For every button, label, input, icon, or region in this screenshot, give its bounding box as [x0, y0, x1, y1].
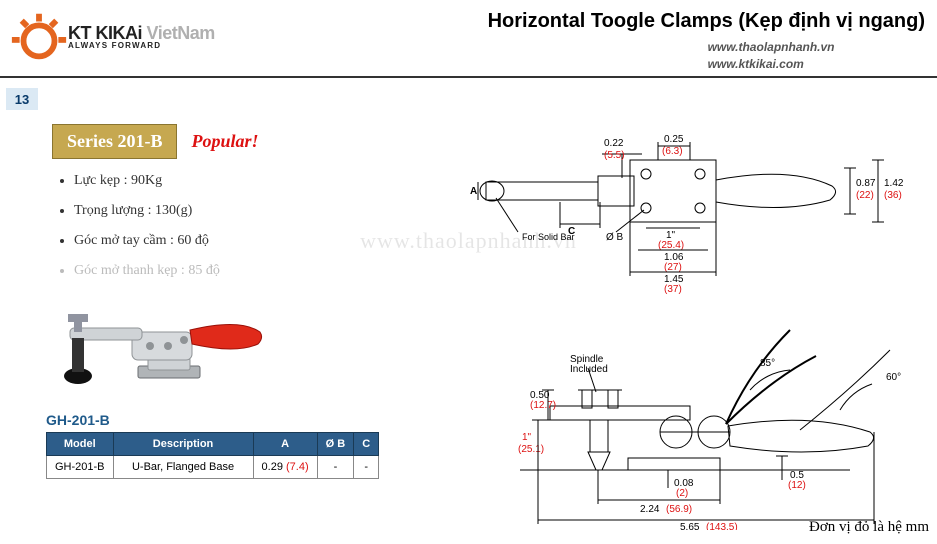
cell-c: -: [354, 456, 379, 479]
svg-text:(22): (22): [856, 190, 874, 201]
svg-text:0.22: 0.22: [604, 138, 624, 149]
svg-text:(25.1): (25.1): [518, 444, 544, 455]
svg-text:A: A: [470, 186, 477, 197]
spec-item: Trọng lượng : 130(g): [74, 203, 432, 219]
svg-text:1": 1": [522, 432, 532, 443]
col-c: C: [354, 433, 379, 456]
brand-name: KT KIKAi VietNam: [68, 24, 215, 42]
table-row: GH-201-B U-Bar, Flanged Base 0.29 (7.4) …: [47, 456, 379, 479]
svg-text:0.87: 0.87: [856, 178, 876, 189]
spec-item: Góc mở tay cầm : 60 độ: [74, 233, 432, 249]
svg-text:(5.5): (5.5): [604, 150, 625, 161]
spec-table: Model Description A Ø B C GH-201-B U-Bar…: [46, 432, 379, 479]
series-badge: Series 201-B: [52, 124, 177, 159]
svg-text:(6.3): (6.3): [662, 146, 683, 157]
popular-badge: Popular!: [191, 131, 258, 152]
svg-text:(2): (2): [676, 488, 688, 499]
url-1: www.thaolapnhanh.vn: [708, 39, 925, 56]
col-desc: Description: [113, 433, 253, 456]
svg-text:2.24: 2.24: [640, 504, 660, 515]
product-image: [40, 288, 270, 398]
svg-text:60°: 60°: [886, 372, 901, 383]
technical-drawing: 0.25(6.3) 0.22(5.5) 0.87(22) 1.42(36) A …: [430, 120, 930, 530]
cell-desc: U-Bar, Flanged Base: [113, 456, 253, 479]
svg-text:(56.9): (56.9): [666, 504, 692, 515]
svg-text:1.42: 1.42: [884, 178, 904, 189]
logo: KT KIKAi VietNam ALWAYS FORWARD: [8, 6, 215, 68]
brand-tagline: ALWAYS FORWARD: [68, 42, 215, 50]
svg-text:(12.7): (12.7): [530, 400, 556, 411]
svg-text:(27): (27): [664, 262, 682, 273]
svg-text:(36): (36): [884, 190, 902, 201]
svg-text:0.25: 0.25: [664, 134, 684, 145]
model-code: GH-201-B: [46, 412, 110, 428]
cell-a: 0.29 (7.4): [253, 456, 317, 479]
svg-text:Ø B: Ø B: [606, 232, 624, 243]
spec-list: Lực kẹp : 90Kg Trọng lượng : 130(g) Góc …: [52, 173, 432, 279]
unit-note: Đơn vị đỏ là hệ mm: [809, 519, 929, 536]
cell-model: GH-201-B: [47, 456, 114, 479]
spec-item: Góc mở thanh kẹp : 85 độ: [74, 263, 432, 279]
svg-text:85°: 85°: [760, 358, 775, 369]
svg-text:(37): (37): [664, 284, 682, 295]
header-right: Horizontal Toogle Clamps (Kẹp định vị ng…: [488, 6, 925, 73]
page-header: KT KIKAi VietNam ALWAYS FORWARD Horizont…: [0, 0, 937, 78]
url-2: www.ktkikai.com: [708, 56, 925, 73]
svg-text:(25.4): (25.4): [658, 240, 684, 251]
col-model: Model: [47, 433, 114, 456]
page-title: Horizontal Toogle Clamps (Kẹp định vị ng…: [488, 10, 925, 33]
cell-ob: -: [317, 456, 354, 479]
col-ob: Ø B: [317, 433, 354, 456]
spec-item: Lực kẹp : 90Kg: [74, 173, 432, 189]
left-column: Series 201-B Popular! Lực kẹp : 90Kg Trọ…: [52, 124, 432, 293]
page-number: 13: [6, 88, 38, 110]
gear-icon: [8, 6, 70, 68]
col-a: A: [253, 433, 317, 456]
svg-text:(143.5): (143.5): [706, 522, 738, 530]
svg-text:For Solid Bar: For Solid Bar: [522, 232, 575, 242]
svg-text:5.65: 5.65: [680, 522, 700, 530]
svg-text:(12): (12): [788, 480, 806, 491]
